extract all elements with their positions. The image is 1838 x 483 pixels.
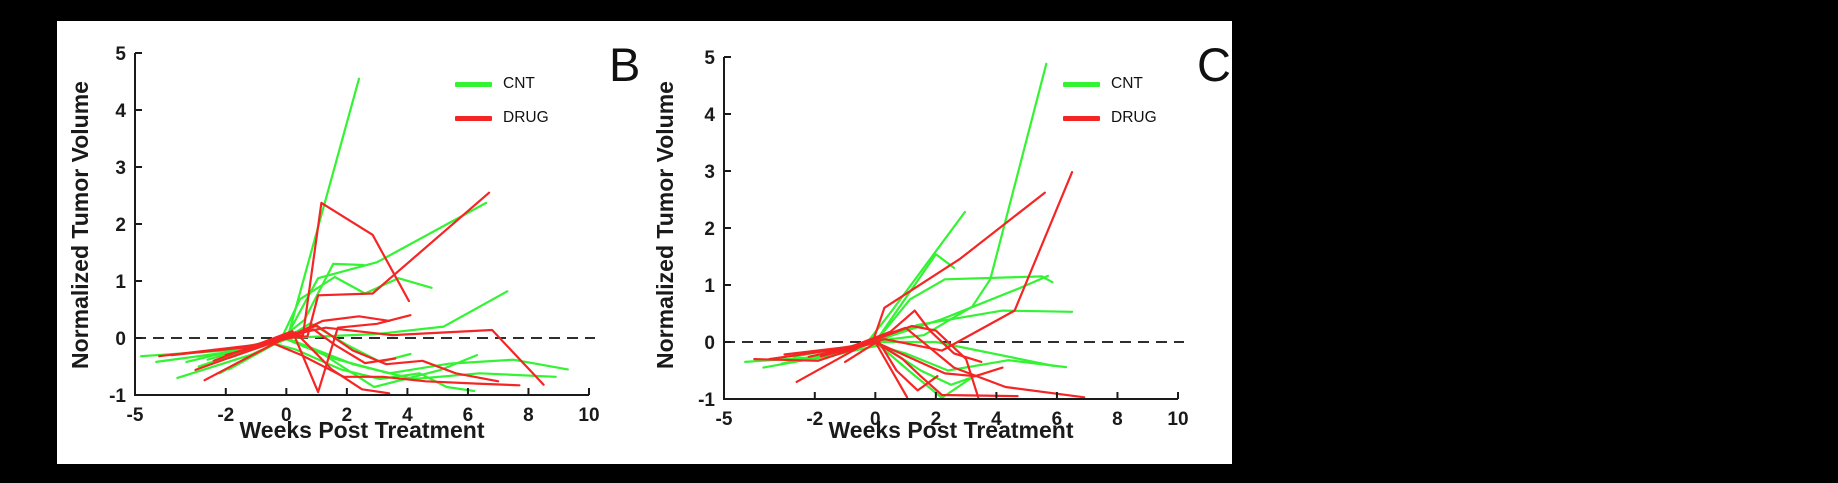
plot-area-panel-b: -5 -2 0 2 4 6 8 10 -1 0 1 2 3 4 5 — [109, 44, 599, 426]
drug-line-swatch — [455, 115, 492, 121]
svg-text:1: 1 — [704, 276, 715, 297]
x-axis-label-panel-c: Weeks Post Treatment — [828, 417, 1074, 443]
y-axis-label-panel-c: Normalized Tumor Volume — [652, 81, 678, 369]
legend-item-drug: DRUG — [1063, 101, 1157, 135]
svg-text:6: 6 — [1052, 409, 1063, 430]
svg-text:4: 4 — [704, 105, 715, 126]
svg-text:4: 4 — [115, 101, 126, 122]
svg-text:10: 10 — [1167, 409, 1188, 430]
svg-text:-1: -1 — [698, 390, 715, 411]
legend-label-cnt: CNT — [503, 75, 535, 92]
svg-text:8: 8 — [1112, 409, 1123, 430]
cnt-line-swatch — [455, 81, 492, 87]
legend-label-drug: DRUG — [503, 109, 549, 126]
figure-background: -5 -2 0 2 4 6 8 10 -1 0 1 2 3 4 5 Normalized Tumor Vol… — [57, 21, 1232, 464]
legend-panel-b: CNT DRUG — [455, 67, 549, 135]
cnt-line-swatch — [1063, 81, 1100, 87]
svg-text:2: 2 — [931, 409, 942, 430]
svg-text:4: 4 — [402, 405, 413, 426]
svg-text:10: 10 — [578, 405, 599, 426]
legend-panel-c: CNT DRUG — [1063, 67, 1157, 135]
svg-text:0: 0 — [281, 405, 292, 426]
svg-text:0: 0 — [115, 329, 126, 350]
svg-text:2: 2 — [115, 215, 126, 236]
svg-text:6: 6 — [463, 405, 474, 426]
drug-line-swatch — [1063, 115, 1100, 121]
svg-text:5: 5 — [704, 48, 715, 69]
legend-item-drug: DRUG — [455, 101, 549, 135]
svg-text:0: 0 — [704, 333, 715, 354]
svg-text:-5: -5 — [716, 409, 733, 430]
svg-text:-1: -1 — [109, 386, 126, 407]
svg-text:3: 3 — [115, 158, 126, 179]
svg-text:-5: -5 — [127, 405, 144, 426]
svg-text:2: 2 — [704, 219, 715, 240]
legend-label-cnt: CNT — [1111, 75, 1143, 92]
x-axis-label-panel-b: Weeks Post Treatment — [239, 417, 485, 443]
svg-text:1: 1 — [115, 272, 126, 293]
svg-text:3: 3 — [704, 162, 715, 183]
svg-text:-2: -2 — [217, 405, 234, 426]
plot-area-panel-c: -5 -2 0 2 4 6 8 10 -1 0 1 2 3 4 5 — [698, 48, 1188, 430]
panel-letter-b: B — [609, 38, 641, 91]
svg-text:0: 0 — [870, 409, 881, 430]
svg-text:2: 2 — [342, 405, 353, 426]
svg-text:8: 8 — [523, 405, 534, 426]
svg-text:-2: -2 — [806, 409, 823, 430]
svg-text:5: 5 — [115, 44, 126, 65]
legend-item-cnt: CNT — [1063, 67, 1157, 101]
svg-text:4: 4 — [991, 409, 1002, 430]
panel-letter-c: C — [1197, 38, 1231, 91]
legend-label-drug: DRUG — [1111, 109, 1157, 126]
legend-item-cnt: CNT — [455, 67, 549, 101]
